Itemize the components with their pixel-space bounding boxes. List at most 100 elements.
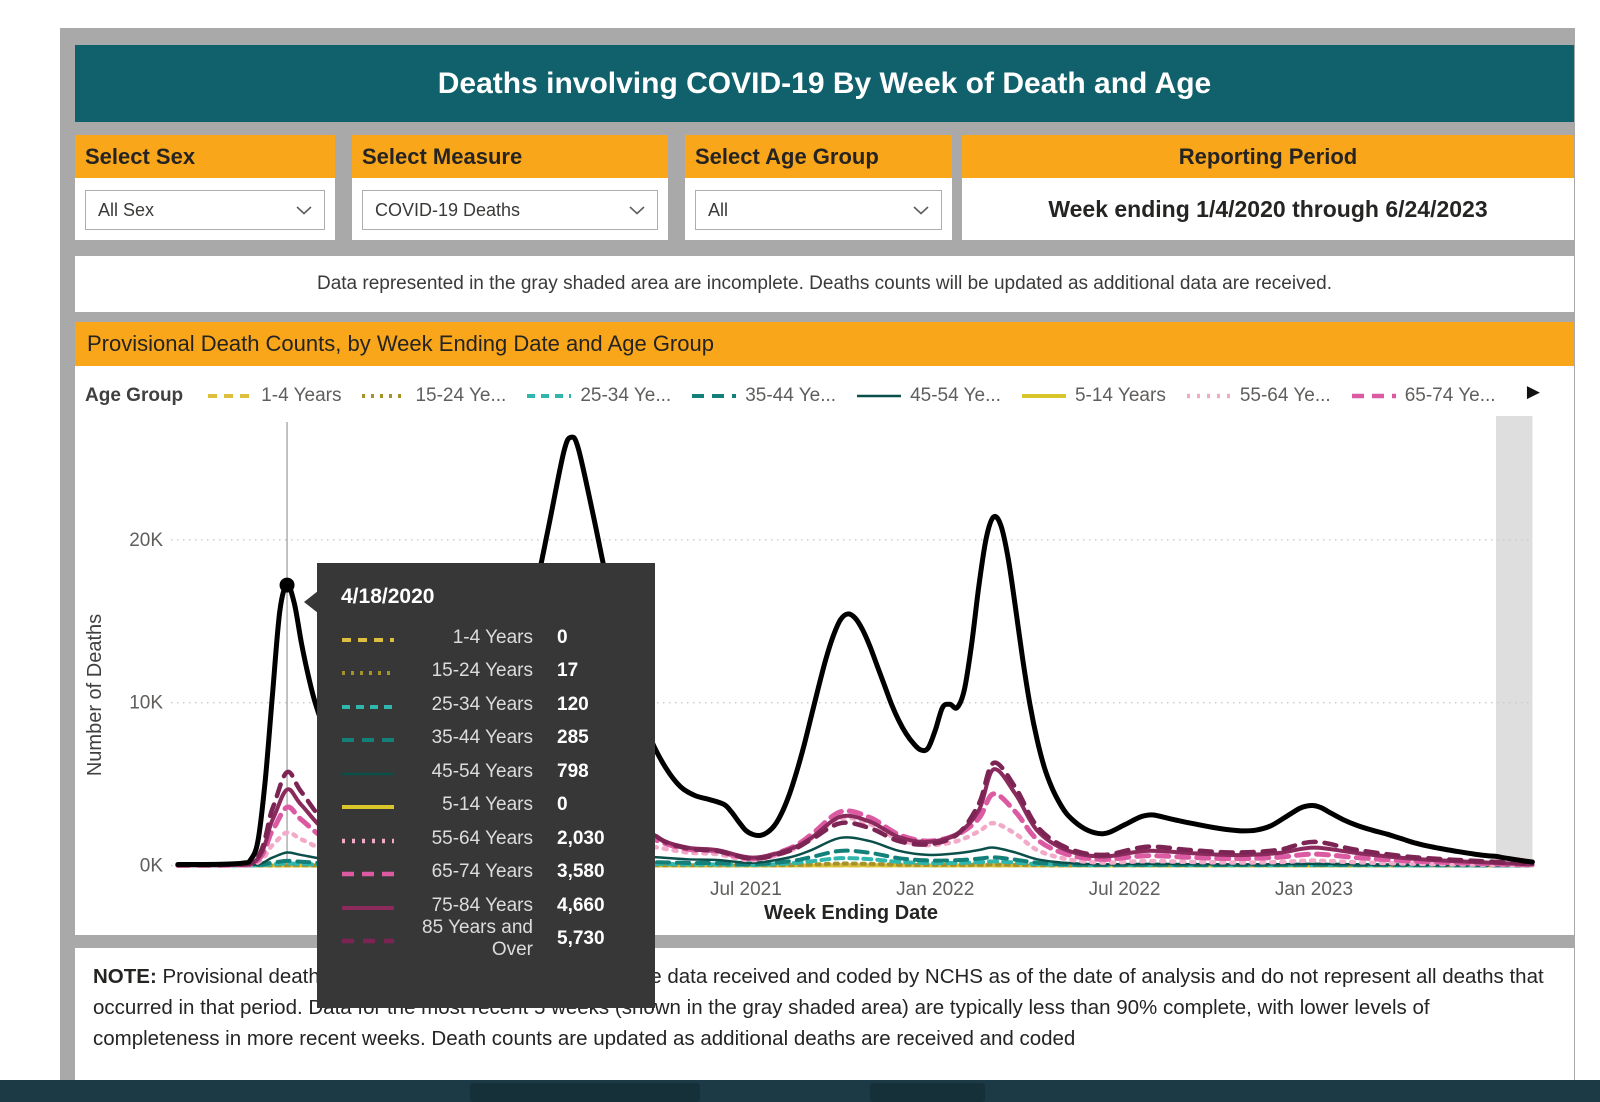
tooltip-row: 75-84 Years 4,660 bbox=[341, 889, 631, 923]
measure-dropdown[interactable]: COVID-19 Deaths bbox=[362, 190, 658, 230]
series-line-swatch bbox=[342, 805, 394, 810]
tooltip-row: 65-74 Years 3,580 bbox=[341, 856, 631, 890]
chevron-down-icon bbox=[913, 205, 929, 215]
tooltip-row: 85 Years and Over 5,730 bbox=[341, 917, 631, 960]
tooltip-row-label: 55-64 Years bbox=[431, 827, 533, 849]
legend-item-5-14 Years[interactable]: 5-14 Years bbox=[1021, 385, 1166, 407]
tooltip-row-label: 45-54 Years bbox=[431, 760, 533, 782]
browser-bottom-bar bbox=[0, 1080, 1600, 1102]
series-line-swatch bbox=[342, 838, 394, 843]
series-line-swatch bbox=[362, 394, 407, 398]
legend-item-label: 55-64 Ye... bbox=[1239, 385, 1331, 406]
legend-item-label: 65-74 Ye... bbox=[1404, 385, 1496, 406]
reporting-period-value: Week ending 1/4/2020 through 6/24/2023 bbox=[1048, 196, 1488, 222]
sex-dropdown[interactable]: All Sex bbox=[85, 190, 325, 230]
legend-item-45-54 Years[interactable]: 45-54 Ye... bbox=[856, 385, 1001, 407]
legend-item-label: 35-44 Ye... bbox=[745, 385, 837, 406]
chart-title: Provisional Death Counts, by Week Ending… bbox=[75, 322, 1574, 366]
series-line-swatch bbox=[1351, 393, 1396, 399]
tooltip-row-value: 4,660 bbox=[557, 894, 605, 916]
series-line-swatch bbox=[342, 872, 394, 877]
tooltip-row-label: 15-24 Years bbox=[431, 660, 533, 682]
x-tick-label: Jan 2023 bbox=[1275, 879, 1353, 900]
series-line-swatch bbox=[342, 772, 394, 775]
hover-point[interactable] bbox=[279, 577, 295, 593]
series-line-swatch bbox=[342, 704, 394, 709]
filter-card-age-group: Select Age Group All bbox=[685, 135, 952, 240]
tooltip-row-label: 1-4 Years bbox=[452, 626, 533, 648]
tooltip-row-label: 25-34 Years bbox=[431, 693, 533, 715]
legend-item-label: 25-34 Ye... bbox=[580, 385, 672, 406]
filter-card-sex: Select Sex All Sex bbox=[75, 135, 335, 240]
filter-age-group-label: Select Age Group bbox=[685, 135, 952, 178]
series-line-swatch bbox=[342, 738, 394, 743]
note-label: NOTE: bbox=[93, 965, 157, 988]
series-line-swatch bbox=[1021, 394, 1066, 398]
series-line-swatch bbox=[527, 394, 572, 398]
tooltip-row-value: 120 bbox=[557, 693, 589, 715]
legend-item-label: 15-24 Ye... bbox=[415, 385, 507, 406]
tooltip-row: 15-24 Years 17 bbox=[341, 655, 631, 689]
chevron-down-icon bbox=[296, 205, 312, 215]
incomplete-data-banner: Data represented in the gray shaded area… bbox=[75, 256, 1574, 312]
legend-item-15-24 Years[interactable]: 15-24 Ye... bbox=[361, 385, 506, 407]
tooltip-row-value: 0 bbox=[557, 794, 568, 816]
series-line-swatch bbox=[208, 394, 253, 398]
x-tick-label: Jan 2022 bbox=[896, 879, 974, 900]
page-title: Deaths involving COVID-19 By Week of Dea… bbox=[75, 45, 1574, 122]
age-group-dropdown-value: All bbox=[708, 200, 729, 220]
tooltip-rows: 1-4 Years 0 15-24 Years 17 25-34 Years 120 35-… bbox=[341, 621, 631, 960]
sex-dropdown-value: All Sex bbox=[98, 200, 155, 220]
bottom-bar-segment bbox=[870, 1083, 985, 1102]
reporting-period-label: Reporting Period bbox=[962, 135, 1574, 178]
tooltip-row-value: 2,030 bbox=[557, 827, 605, 849]
chart-tooltip: 4/18/2020 1-4 Years 0 15-24 Years 17 25-34 Y… bbox=[304, 563, 655, 1008]
legend: Age Group 1-4 Years 15-24 Ye... 25-34 Ye..… bbox=[85, 378, 1514, 414]
legend-item-label: 5-14 Years bbox=[1074, 385, 1166, 406]
legend-item-label: 45-54 Ye... bbox=[910, 385, 1001, 406]
tooltip-row: 45-54 Years 798 bbox=[341, 755, 631, 789]
tooltip-row-value: 3,580 bbox=[557, 861, 605, 883]
tooltip-row: 5-14 Years 0 bbox=[341, 789, 631, 823]
chart-card: Provisional Death Counts, by Week Ending… bbox=[75, 322, 1574, 935]
x-tick-label: Jul 2022 bbox=[1089, 879, 1161, 900]
tooltip-row-label: 5-14 Years bbox=[442, 794, 533, 816]
note-card: NOTE: Provisional death counts are based… bbox=[75, 948, 1574, 1080]
tooltip-row-label: 85 Years and Over bbox=[422, 917, 533, 961]
filter-sex-label: Select Sex bbox=[75, 135, 335, 178]
series-line-swatch bbox=[342, 637, 394, 642]
tooltip-row-value: 285 bbox=[557, 727, 589, 749]
measure-dropdown-value: COVID-19 Deaths bbox=[375, 200, 521, 220]
series-line-swatch bbox=[342, 671, 394, 676]
series-line-swatch bbox=[692, 394, 737, 398]
reporting-period-card: Reporting Period Week ending 1/4/2020 th… bbox=[962, 135, 1574, 240]
tooltip-row-label: 75-84 Years bbox=[431, 894, 533, 916]
tooltip-row-value: 5,730 bbox=[557, 928, 605, 950]
line-chart[interactable]: 0K 10K 20K Jul 2021 Jan 2022 Jul 2022 Jan 2023… bbox=[75, 408, 1574, 935]
y-tick-label: 20K bbox=[129, 530, 163, 551]
note-text: Provisional death counts are based on de… bbox=[93, 965, 1544, 1050]
legend-item-1-4 Years[interactable]: 1-4 Years bbox=[207, 385, 341, 407]
y-tick-label: 10K bbox=[129, 693, 163, 714]
tooltip-row-value: 798 bbox=[557, 760, 589, 782]
legend-scroll-right-icon[interactable]: ▶ bbox=[1526, 382, 1540, 401]
series-line-swatch bbox=[342, 905, 394, 910]
series-line-swatch bbox=[1186, 393, 1231, 399]
tooltip-row: 35-44 Years 285 bbox=[341, 722, 631, 756]
filter-card-measure: Select Measure COVID-19 Deaths bbox=[352, 135, 668, 240]
legend-item-65-74 Years[interactable]: 65-74 Ye... bbox=[1351, 385, 1496, 407]
filter-measure-label: Select Measure bbox=[352, 135, 668, 178]
legend-item-55-64 Years[interactable]: 55-64 Ye... bbox=[1186, 385, 1331, 407]
tooltip-row-value: 17 bbox=[557, 660, 579, 682]
legend-items: 1-4 Years 15-24 Ye... 25-34 Ye... 35-44 Ye.… bbox=[207, 385, 1514, 407]
x-axis-title: Week Ending Date bbox=[764, 902, 938, 924]
tooltip-date: 4/18/2020 bbox=[341, 585, 435, 608]
legend-item-25-34 Years[interactable]: 25-34 Ye... bbox=[526, 385, 671, 407]
incomplete-data-band bbox=[1496, 416, 1533, 866]
y-tick-label: 0K bbox=[140, 856, 164, 877]
legend-item-label: 1-4 Years bbox=[261, 385, 342, 406]
legend-title: Age Group bbox=[85, 385, 184, 406]
legend-item-35-44 Years[interactable]: 35-44 Ye... bbox=[691, 385, 836, 407]
tooltip-row-value: 0 bbox=[557, 626, 568, 648]
age-group-dropdown[interactable]: All bbox=[695, 190, 942, 230]
